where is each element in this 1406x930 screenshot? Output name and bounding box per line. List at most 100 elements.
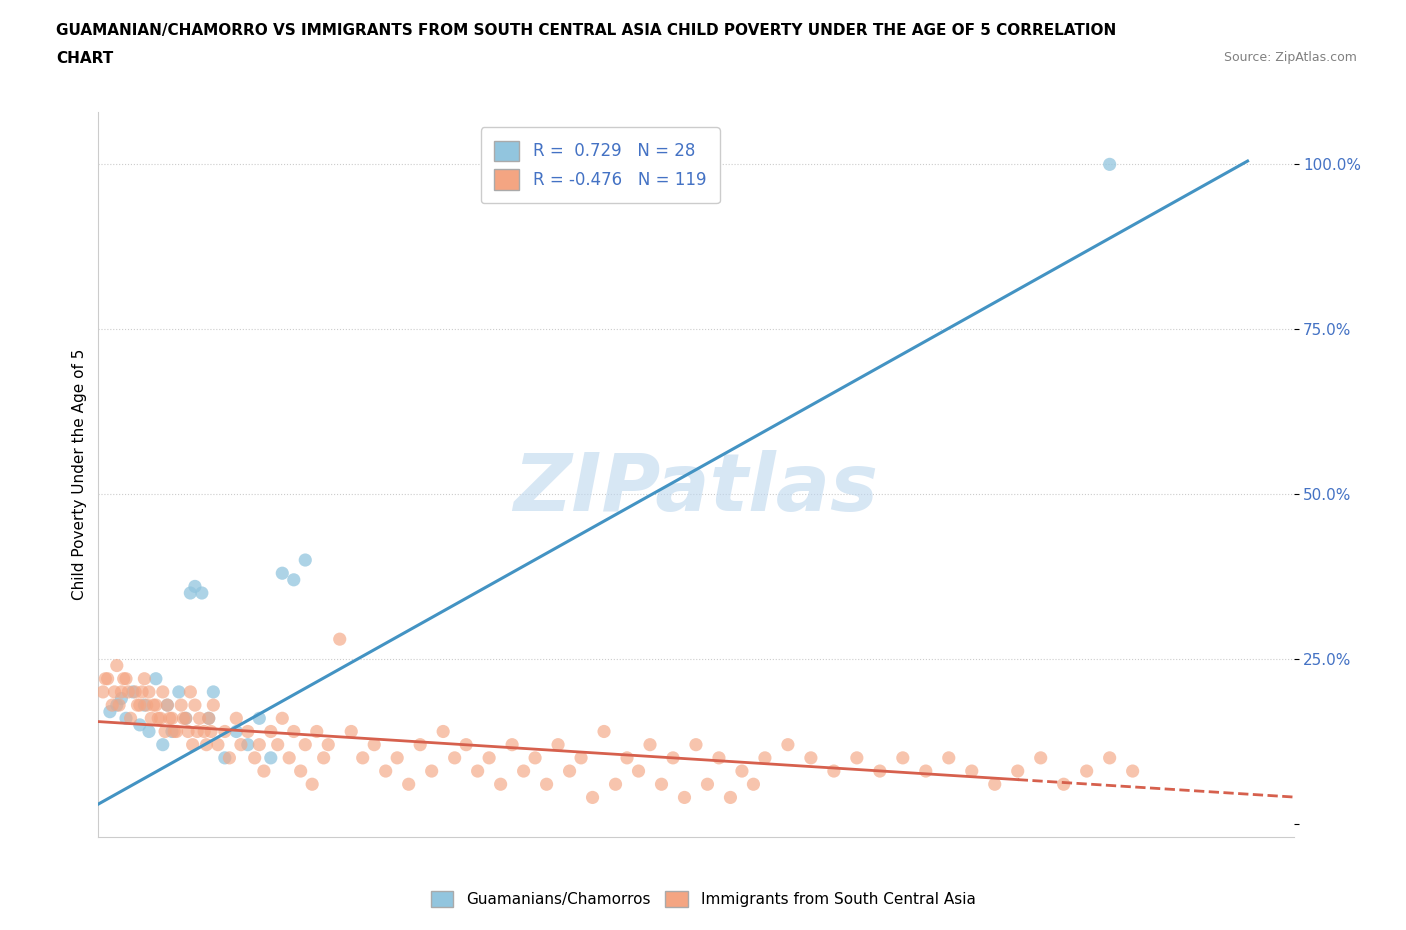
Point [138, 684, 160, 699]
Point [283, 572, 305, 587]
Point [558, 764, 581, 778]
Point [301, 777, 323, 791]
Point [160, 724, 183, 739]
Point [94, 671, 117, 686]
Point [156, 698, 179, 712]
Point [160, 711, 183, 725]
Point [731, 764, 754, 778]
Point [1029, 751, 1052, 765]
Point [823, 764, 845, 778]
Point [172, 711, 194, 725]
Point [914, 764, 936, 778]
Point [443, 751, 465, 765]
Point [105, 658, 128, 673]
Point [197, 711, 219, 725]
Point [409, 737, 432, 752]
Point [115, 711, 138, 725]
Point [142, 698, 165, 712]
Point [638, 737, 661, 752]
Point [236, 724, 259, 739]
Point [1098, 751, 1121, 765]
Point [112, 671, 135, 686]
Point [696, 777, 718, 791]
Point [547, 737, 569, 752]
Point [103, 684, 125, 699]
Point [149, 711, 172, 725]
Point [512, 764, 534, 778]
Point [184, 579, 207, 594]
Point [352, 751, 374, 765]
Point [202, 684, 225, 699]
Point [207, 737, 229, 752]
Point [152, 737, 174, 752]
Legend: Guamanians/Chamorros, Immigrants from South Central Asia: Guamanians/Chamorros, Immigrants from So… [425, 884, 981, 913]
Point [181, 737, 204, 752]
Point [938, 751, 960, 765]
Point [650, 777, 672, 791]
Point [117, 684, 139, 699]
Point [105, 698, 128, 712]
Point [363, 737, 385, 752]
Text: ZIPatlas: ZIPatlas [513, 450, 879, 528]
Point [581, 790, 603, 804]
Point [145, 698, 167, 712]
Point [110, 684, 132, 699]
Point [186, 724, 208, 739]
Point [197, 711, 219, 725]
Point [869, 764, 891, 778]
Point [456, 737, 478, 752]
Point [432, 724, 454, 739]
Point [127, 698, 149, 712]
Point [166, 724, 188, 739]
Point [153, 724, 176, 739]
Point [120, 711, 142, 725]
Point [193, 724, 215, 739]
Point [742, 777, 765, 791]
Point [593, 724, 616, 739]
Point [243, 751, 266, 765]
Point [163, 724, 186, 739]
Point [253, 764, 276, 778]
Point [316, 737, 339, 752]
Point [294, 737, 316, 752]
Point [97, 671, 120, 686]
Point [91, 684, 114, 699]
Point [134, 671, 156, 686]
Point [156, 698, 179, 712]
Point [960, 764, 983, 778]
Point [800, 751, 823, 765]
Legend: R =  0.729   N = 28, R = -0.476   N = 119: R = 0.729 N = 28, R = -0.476 N = 119 [481, 127, 720, 203]
Point [115, 671, 138, 686]
Point [148, 711, 170, 725]
Point [225, 724, 247, 739]
Point [569, 751, 592, 765]
Point [616, 751, 638, 765]
Point [845, 751, 868, 765]
Point [236, 737, 259, 752]
Point [478, 751, 501, 765]
Point [398, 777, 420, 791]
Point [329, 631, 352, 646]
Point [420, 764, 443, 778]
Point [195, 737, 218, 752]
Point [184, 698, 207, 712]
Point [152, 684, 174, 699]
Point [305, 724, 328, 739]
Point [720, 790, 742, 804]
Point [673, 790, 696, 804]
Point [501, 737, 523, 752]
Point [1007, 764, 1029, 778]
Point [110, 691, 132, 706]
Point [98, 704, 121, 719]
Point [385, 751, 409, 765]
Point [134, 698, 156, 712]
Point [524, 751, 547, 765]
Text: GUAMANIAN/CHAMORRO VS IMMIGRANTS FROM SOUTH CENTRAL ASIA CHILD POVERTY UNDER THE: GUAMANIAN/CHAMORRO VS IMMIGRANTS FROM SO… [56, 23, 1116, 38]
Point [340, 724, 363, 739]
Y-axis label: Child Poverty Under the Age of 5: Child Poverty Under the Age of 5 [72, 349, 87, 600]
Point [218, 751, 240, 765]
Point [214, 724, 236, 739]
Point [101, 698, 124, 712]
Point [141, 711, 163, 725]
Point [1076, 764, 1098, 778]
